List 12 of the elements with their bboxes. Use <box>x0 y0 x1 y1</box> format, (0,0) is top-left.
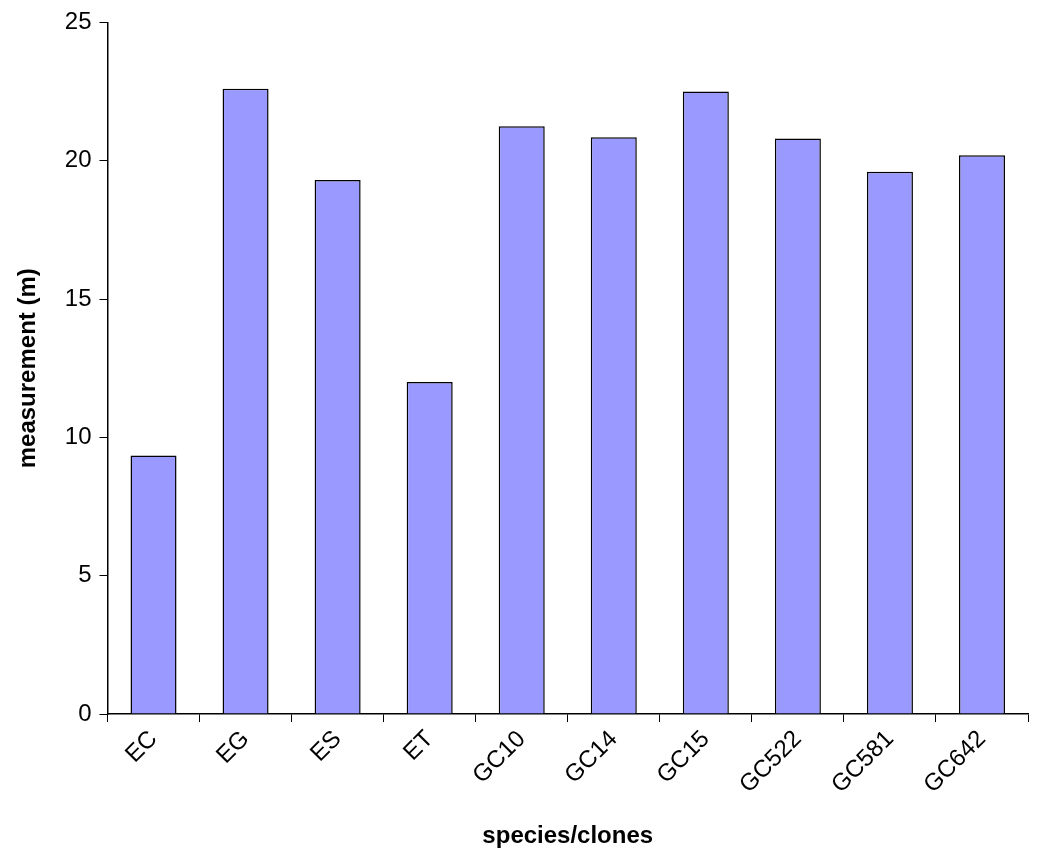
y-tick-label: 25 <box>64 7 92 35</box>
y-tick-label: 10 <box>64 422 92 450</box>
y-axis-title: measurement (m) <box>13 268 41 469</box>
x-axis-title: species/clones <box>482 821 654 849</box>
y-tick-label: 15 <box>64 283 92 311</box>
x-tick-label: EC <box>119 724 162 768</box>
x-tick-label: ET <box>397 724 439 766</box>
y-tick-label: 0 <box>78 698 92 726</box>
x-tick-label: ES <box>304 724 346 767</box>
x-tick-label: EG <box>210 724 254 768</box>
y-tick-label: 5 <box>78 560 92 588</box>
y-tick-label: 20 <box>64 145 92 173</box>
